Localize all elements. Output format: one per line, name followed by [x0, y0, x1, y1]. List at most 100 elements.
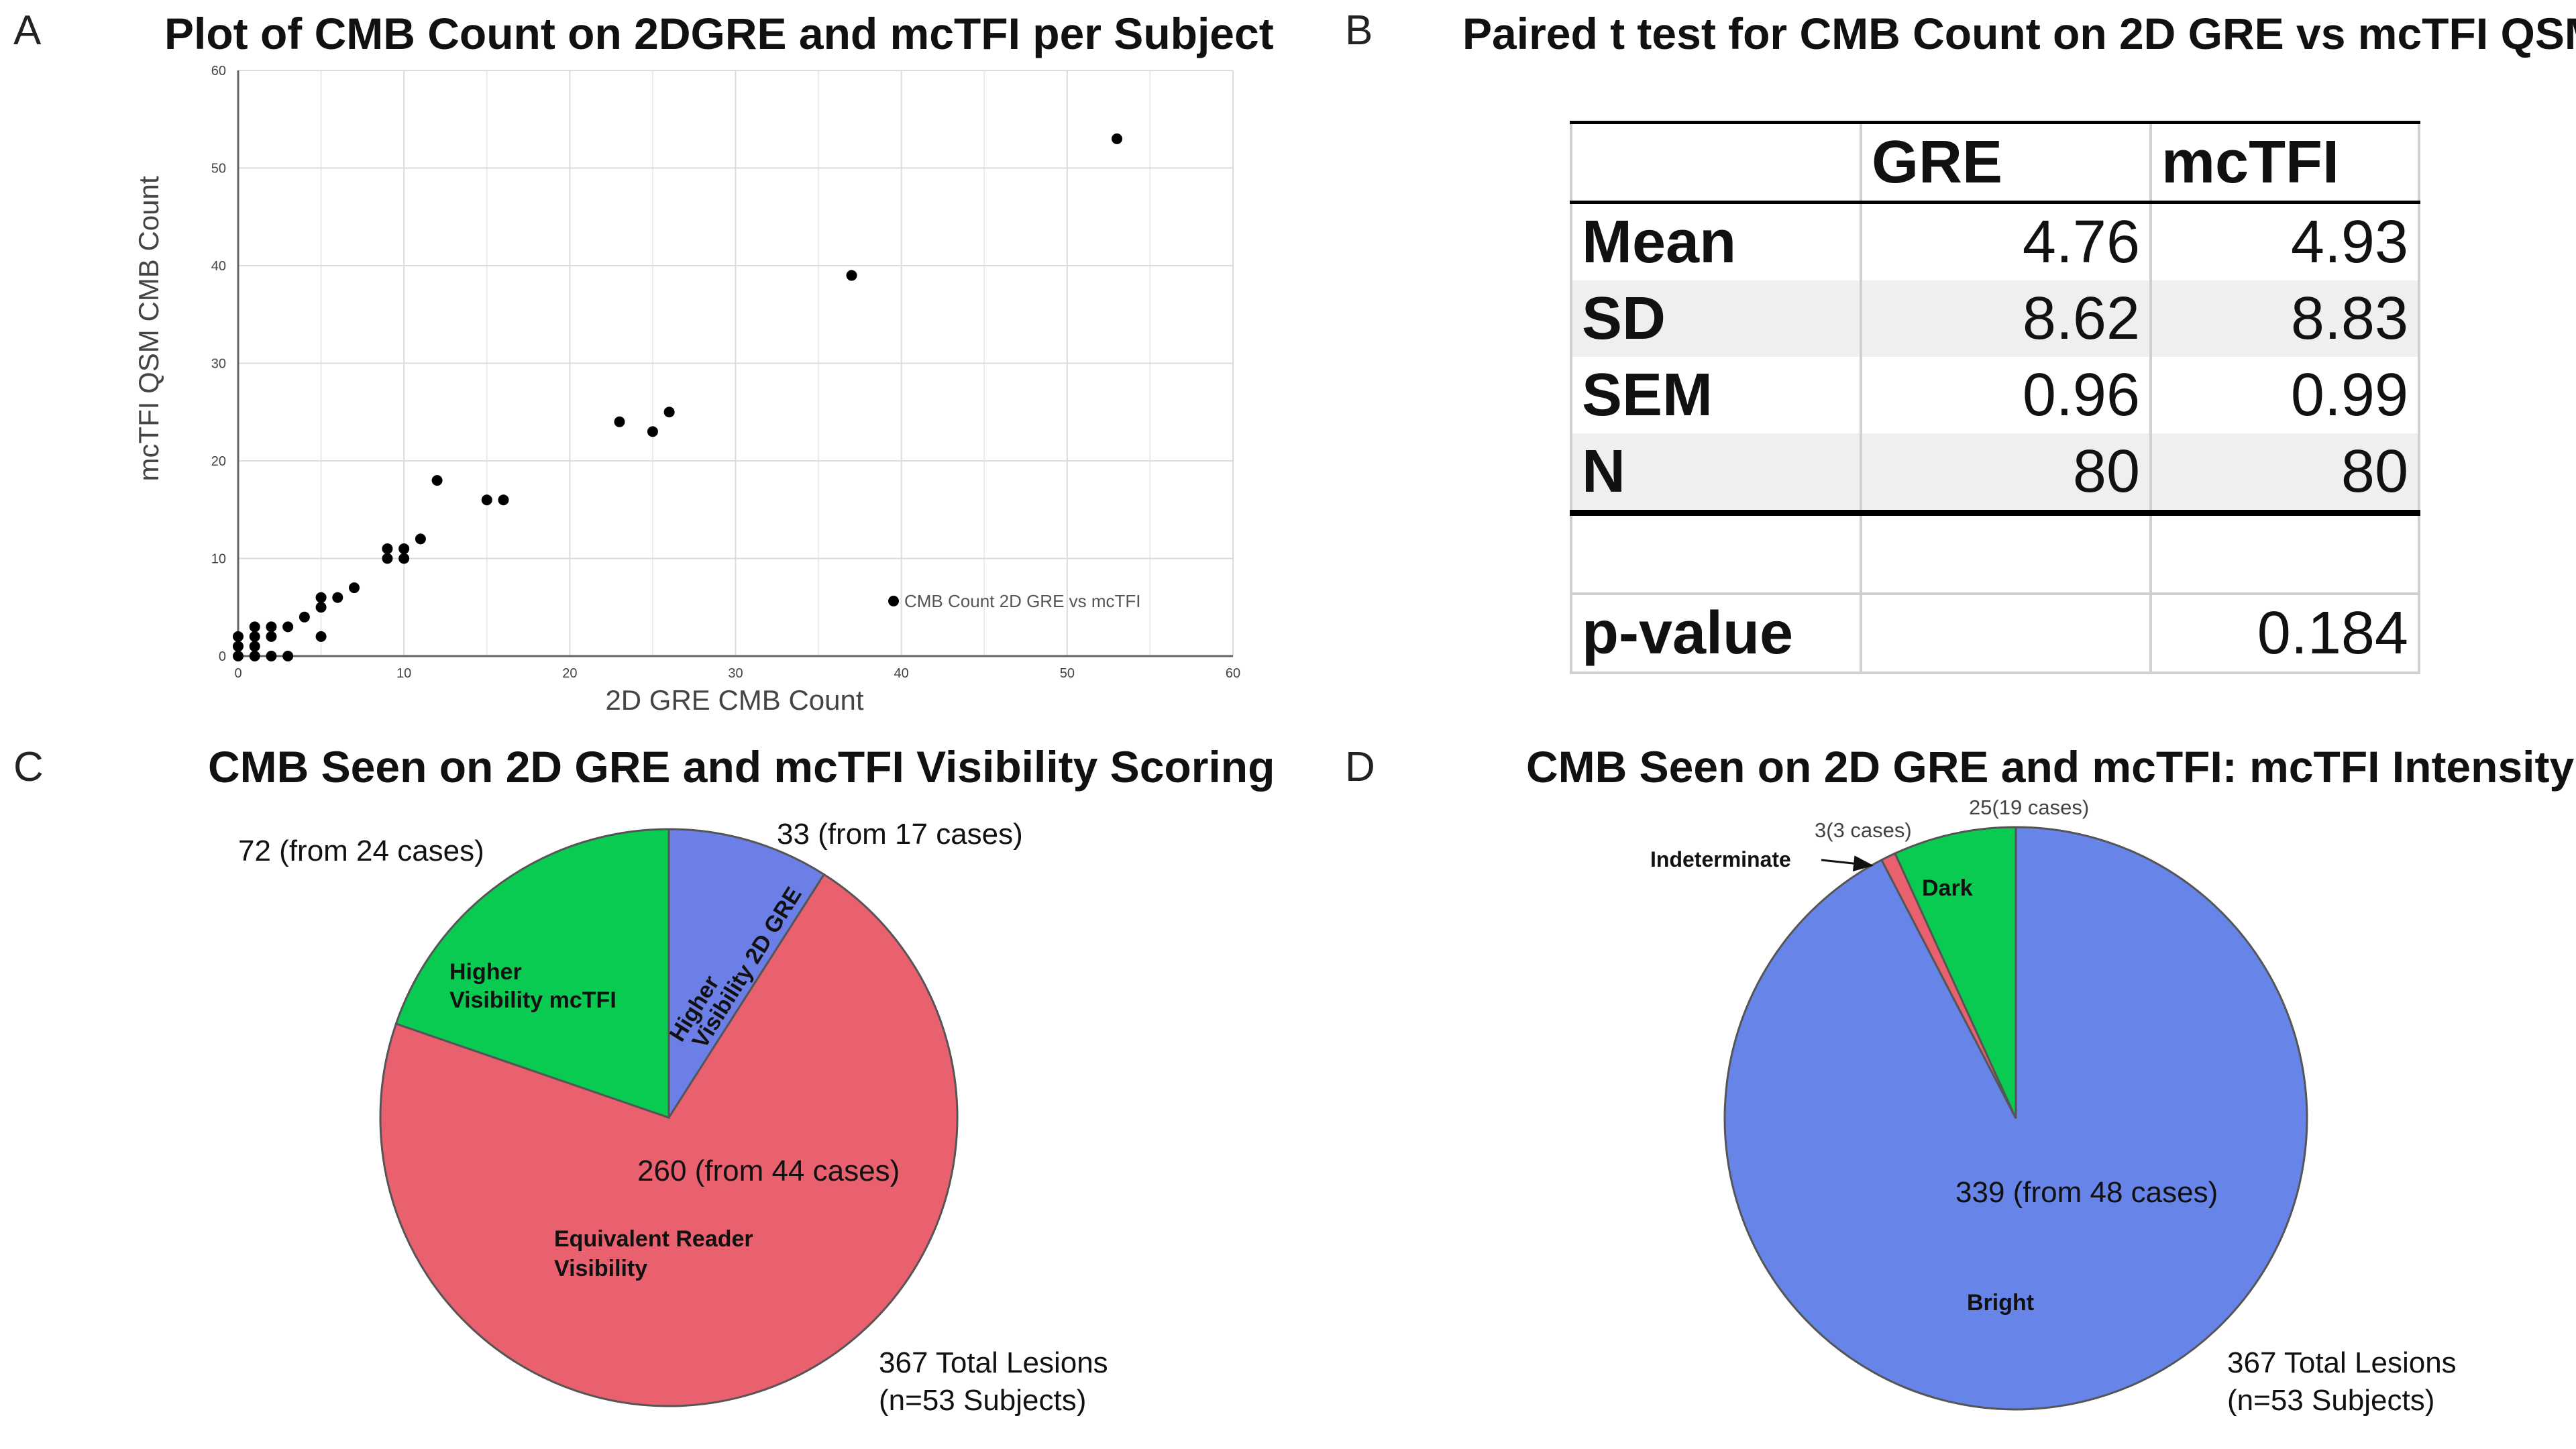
row-label: SEM: [1570, 357, 1862, 433]
data-point: [233, 651, 244, 661]
data-point: [415, 533, 426, 545]
data-point: [266, 621, 277, 633]
data-point: [315, 602, 327, 613]
row-label: N: [1570, 433, 1862, 516]
pvalue-empty-cell: [1860, 594, 2152, 674]
slice-label-equivalent-line2: Visibility: [554, 1256, 647, 1281]
annotation-indeterminate: 3(3 cases): [1815, 818, 1912, 842]
scatter-ticks: 0 10 20 30 40 50 60 0 10 20 30 40 50 60: [211, 64, 1240, 681]
y-tick-label: 30: [211, 357, 226, 372]
data-point: [233, 641, 244, 652]
y-tick-label: 0: [219, 649, 226, 664]
data-point: [498, 494, 509, 506]
x-tick-label: 60: [1226, 666, 1240, 681]
total-lesions-line2: (n=53 Subjects): [2227, 1384, 2434, 1417]
data-point: [481, 494, 492, 506]
pie-slice-higher-visibility-mctfi: [394, 828, 670, 1120]
data-point: [647, 426, 658, 437]
data-point: [299, 611, 310, 623]
data-point: [249, 631, 260, 642]
gre-value: 0.96: [1860, 357, 2152, 433]
pie-slice-equivalent-reader-visibility: [379, 873, 959, 1407]
y-tick-label: 60: [211, 64, 226, 78]
scatter-grid: [237, 70, 1234, 657]
annotation-equivalent: 260 (from 44 cases): [637, 1155, 900, 1187]
x-tick-label: 20: [562, 666, 577, 681]
total-lesions-line2: (n=53 Subjects): [879, 1384, 1086, 1417]
legend-label: CMB Count 2D GRE vs mcTFI: [904, 591, 1141, 611]
table-header-corner: [1570, 121, 1862, 204]
x-tick-label: 10: [396, 666, 411, 681]
slice-label-bright: Bright: [1967, 1290, 2034, 1316]
data-point: [249, 651, 260, 661]
annotation-bright: 339 (from 48 cases): [1955, 1176, 2218, 1209]
y-tick-label: 10: [211, 552, 226, 567]
data-point: [614, 416, 625, 427]
annotation-dark: 25(19 cases): [1969, 796, 2089, 819]
intensity-pie-chart: Indeterminate 3(3 cases) 25(19 cases) Da…: [1650, 796, 2457, 1417]
data-point: [663, 407, 675, 418]
data-point: [266, 631, 277, 642]
mctfi-value: 0.99: [2149, 357, 2420, 433]
data-point: [249, 621, 260, 633]
panel-title-d: CMB Seen on 2D GRE and mcTFI: mcTFI Inte…: [1526, 742, 2575, 792]
gre-value: 80: [1860, 433, 2152, 516]
legend-marker: [888, 596, 899, 606]
table-row: SD 8.62 8.83: [1570, 280, 2420, 357]
data-point: [266, 651, 277, 661]
scatter-axes: [237, 70, 1233, 657]
total-lesions-line1: 367 Total Lesions: [2227, 1346, 2457, 1379]
table-row: N 80 80: [1570, 433, 2420, 516]
mctfi-value: 4.93: [2149, 202, 2420, 280]
data-point: [282, 651, 294, 661]
slice-label-equivalent-line1: Equivalent Reader: [554, 1226, 753, 1252]
data-point: [382, 543, 393, 554]
data-point: [431, 475, 443, 486]
slice-label-mctfi-line1: Higher: [449, 959, 522, 985]
data-point: [349, 582, 360, 594]
slice-label-mctfi-line2: Visibility mcTFI: [449, 987, 616, 1013]
visibility-pie-chart: Higher Visibility 2D GRE Higher Visibili…: [238, 818, 1108, 1417]
row-label: SD: [1570, 280, 1862, 357]
panel-letter-c: C: [13, 744, 44, 790]
data-point: [315, 592, 327, 603]
pie-slice-higher-visibility-2d-gre: [667, 828, 826, 1122]
pvalue-value: 0.184: [2149, 594, 2420, 674]
panel-title-b: Paired t test for CMB Count on 2D GRE vs…: [1462, 9, 2576, 58]
scatter-legend: CMB Count 2D GRE vs mcTFI: [888, 591, 1141, 611]
pie-slices: [379, 828, 959, 1407]
data-point: [846, 270, 857, 281]
slice-label-dark: Dark: [1922, 875, 1973, 901]
annotation-gre: 33 (from 17 cases): [777, 818, 1023, 851]
panel-letter-d: D: [1345, 744, 1375, 790]
table-header-row: GRE mcTFI: [1570, 121, 2420, 204]
data-point: [332, 592, 343, 603]
panel-title-a: Plot of CMB Count on 2DGRE and mcTFI per…: [164, 9, 1274, 58]
data-point: [1111, 133, 1122, 144]
y-axis-label: mcTFI QSM CMB Count: [133, 176, 164, 481]
gre-value: 8.62: [1860, 280, 2152, 357]
row-label: Mean: [1570, 202, 1862, 280]
x-axis-label: 2D GRE CMB Count: [605, 684, 863, 716]
panel-letter-a: A: [13, 7, 42, 54]
y-tick-label: 50: [211, 162, 226, 176]
data-point: [233, 631, 244, 642]
scatter-chart: 0 10 20 30 40 50 60 0 10 20 30 40 50 60 CMB Count 2D …: [133, 64, 1240, 716]
x-tick-label: 50: [1060, 666, 1075, 681]
stats-table: GRE mcTFI Mean 4.76 4.93 SD 8.62 8.83 SE…: [1570, 121, 2420, 674]
x-tick-label: 40: [894, 666, 909, 681]
mctfi-value: 80: [2149, 433, 2420, 516]
pie-slices: [1723, 826, 2308, 1411]
y-tick-label: 40: [211, 259, 226, 274]
indeterminate-pointer: [1821, 855, 1874, 872]
x-tick-label: 0: [234, 666, 241, 681]
data-point: [315, 631, 327, 642]
data-point: [398, 543, 410, 554]
scatter-points: [233, 133, 1122, 661]
data-point: [249, 641, 260, 652]
pvalue-label: p-value: [1570, 594, 1862, 674]
pie-slice-dark: [1893, 826, 2017, 1119]
table-header-mctfi: mcTFI: [2149, 121, 2420, 204]
data-point: [398, 553, 410, 564]
table-spacer-row: [1570, 513, 2420, 595]
